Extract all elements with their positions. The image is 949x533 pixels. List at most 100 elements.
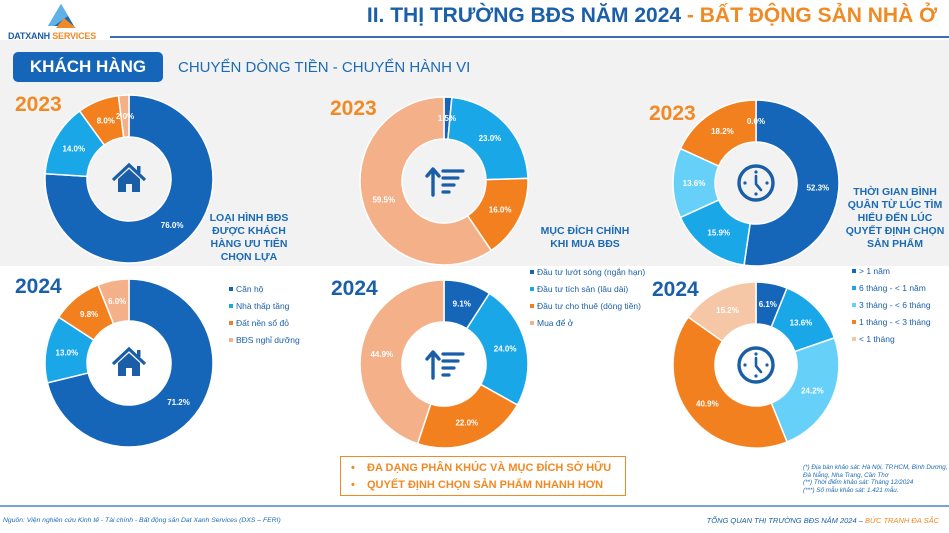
legend-item: Đầu tư cho thuê (dòng tiền) [530, 297, 645, 314]
header-divider [110, 36, 949, 38]
caption-line: HIỂU ĐẾN LÚC [857, 212, 933, 224]
legend-timing: > 1 năm 6 tháng - < 1 năm 3 tháng - < 6 … [852, 262, 931, 347]
donut-slice [672, 316, 789, 449]
caption-line: QUÂN TỪ LÚC TÌM [847, 199, 943, 211]
slice-data-label: 13.6% [790, 318, 813, 327]
logo-text: DATXANH SERVICES [8, 31, 96, 41]
caption-line: KHI MUA BĐS [550, 238, 620, 250]
caption-line: CHỌN LỰA [220, 251, 278, 263]
key-takeaways-box: • ĐA DẠNG PHÂN KHÚC VÀ MỤC ĐÍCH SỞ HỮU • Q… [340, 456, 626, 496]
page-title: II. THỊ TRƯỜNG BĐS NĂM 2024 - BẤT ĐỘNG S… [367, 4, 937, 28]
legend-label: BĐS nghỉ dưỡng [236, 334, 300, 345]
note-line: (**) Thời điểm khảo sát: Tháng 12/2024 [803, 479, 914, 487]
legend-swatch [530, 303, 534, 308]
slice-data-label: 24.2% [801, 387, 824, 396]
slice-data-label: 44.9% [370, 350, 393, 359]
caption-line: THỜI GIAN BÌNH [853, 186, 937, 198]
donut-svg: 1.5% 23.0% 16.0% 59.5% [359, 96, 529, 266]
legend-label: Đầu tư cho thuê (dòng tiền) [537, 300, 641, 311]
donut-chart-purpose-2023: 1.5% 23.0% 16.0% 59.5% [358, 95, 530, 267]
legend-label: Mua để ở [537, 317, 574, 328]
slice-data-label: 52.3% [806, 183, 829, 192]
page-title-accent: - BẤT ĐỘNG SẢN NHÀ Ở [686, 4, 937, 27]
footer-title: TỔNG QUAN THỊ TRƯỜNG BĐS NĂM 2024 – BỨC … [707, 516, 939, 525]
legend-swatch [530, 320, 534, 325]
year-label-timing-2023: 2023 [649, 102, 696, 125]
slice-data-label: 18.2% [711, 127, 734, 136]
takeaway-text: QUYẾT ĐỊNH CHỌN SẢN PHẨM NHANH HƠN [367, 479, 604, 491]
section-tag: KHÁCH HÀNG [13, 52, 163, 82]
legend-item: 6 tháng - < 1 năm [852, 279, 931, 296]
legend-label: Đất nền sổ đỏ [236, 317, 289, 328]
legend-swatch [852, 319, 856, 324]
bullet-icon: • [351, 479, 355, 491]
donut-chart-timing-2024: 6.1% 13.6% 24.2% 40.9% 15.2% [671, 280, 841, 450]
caption-line: MỤC ĐÍCH CHÍNH [540, 225, 630, 237]
year-label-timing-2024: 2024 [652, 278, 699, 301]
slice-data-label: 9.1% [453, 300, 471, 309]
legend-item: Đất nền sổ đỏ [229, 314, 300, 331]
legend-swatch [530, 286, 534, 291]
house-icon [111, 162, 147, 192]
legend-item: Căn hộ [229, 280, 300, 297]
donut-slice [46, 278, 214, 448]
house-icon [111, 346, 147, 376]
bullet-icon: • [351, 462, 355, 474]
legend-swatch [852, 285, 856, 290]
takeaway-item: • ĐA DẠNG PHÂN KHÚC VÀ MỤC ĐÍCH SỞ HỮU [351, 460, 625, 477]
donut-svg: 6.1% 13.6% 24.2% 40.9% 15.2% [672, 281, 840, 449]
slice-data-label: 24.0% [494, 345, 517, 354]
caption-line: ĐƯỢC KHÁCH [212, 225, 286, 237]
legend-item: < 1 tháng [852, 330, 931, 347]
slice-data-label: 2.0% [116, 112, 134, 121]
donut-svg: 9.1% 24.0% 22.0% 44.9% [359, 279, 529, 449]
legend-item: Mua để ở [530, 314, 645, 331]
logo-suffix: SERVICES [52, 31, 97, 41]
donut-slice [117, 94, 130, 139]
legend-swatch [229, 303, 233, 308]
caption-line: SẢN PHẨM [866, 238, 923, 250]
slice-data-label: 59.5% [372, 196, 395, 205]
slice-data-label: 6.0% [108, 297, 126, 306]
clock-icon [737, 346, 775, 384]
donut-slice [359, 96, 493, 266]
donut-chart-purpose-2024: 9.1% 24.0% 22.0% 44.9% [358, 278, 530, 450]
clock-icon [737, 164, 775, 202]
footer-title-main: TỔNG QUAN THỊ TRƯỜNG BĐS NĂM 2024 – [706, 516, 863, 525]
sort-ascending-icon [425, 167, 465, 197]
caption-line: QUYẾT ĐỊNH CHỌN [845, 225, 945, 237]
logo-brand: DATXANH [8, 31, 50, 41]
slice-data-label: 15.9% [707, 229, 730, 238]
legend-label: > 1 năm [859, 265, 890, 276]
donut-slice [743, 99, 840, 267]
footer-title-accent: BỨC TRANH ĐA SẮC [864, 516, 939, 525]
legend-swatch [530, 269, 534, 274]
donut-slice [770, 336, 840, 443]
caption-purpose: MỤC ĐÍCH CHÍNH KHI MUA BĐS [535, 225, 635, 251]
caption-timing: THỜI GIAN BÌNH QUÂN TỪ LÚC TÌM HIỂU ĐẾN … [845, 186, 945, 251]
legend-item: Đầu tư lướt sóng (ngắn hạn) [530, 263, 645, 280]
donut-slice [416, 383, 519, 449]
caption-property-type: LOẠI HÌNH BĐS ĐƯỢC KHÁCH HÀNG ƯU TIÊN CH… [208, 212, 290, 264]
slice-data-label: 13.0% [56, 348, 79, 357]
year-label-property-2023: 2023 [15, 93, 62, 116]
legend-swatch [852, 336, 856, 341]
legend-item: BĐS nghỉ dưỡng [229, 331, 300, 348]
legend-item: 1 tháng - < 3 tháng [852, 313, 931, 330]
caption-line: LOẠI HÌNH BĐS [209, 212, 289, 224]
note-line: (***) Số mẫu khảo sát: 1.421 mẫu. [803, 486, 899, 494]
slice-data-label: 0.0% [747, 117, 765, 126]
slice-data-label: 76.0% [161, 221, 184, 230]
legend-item: Nhà thấp tầng [229, 297, 300, 314]
logo-mark-icon [48, 4, 76, 28]
survey-notes: (*) Địa bàn khảo sát: Hà Nội, TP.HCM, Bì… [803, 464, 949, 494]
donut-slice [44, 94, 214, 264]
donut-svg: 71.2% 13.0% 9.8% 6.0% [44, 278, 214, 448]
legend-item: Đầu tư tích sản (lâu dài) [530, 280, 645, 297]
sort-ascending-icon [425, 350, 465, 380]
donut-svg: 76.0% 14.0% 8.0% 2.0% [44, 94, 214, 264]
legend-label: Nhà thấp tầng [236, 300, 290, 311]
donut-slice [465, 292, 529, 406]
legend-label: 1 tháng - < 3 tháng [859, 316, 931, 327]
note-line: (*) Địa bàn khảo sát: Hà Nội, TP.HCM, Bì… [803, 464, 948, 479]
